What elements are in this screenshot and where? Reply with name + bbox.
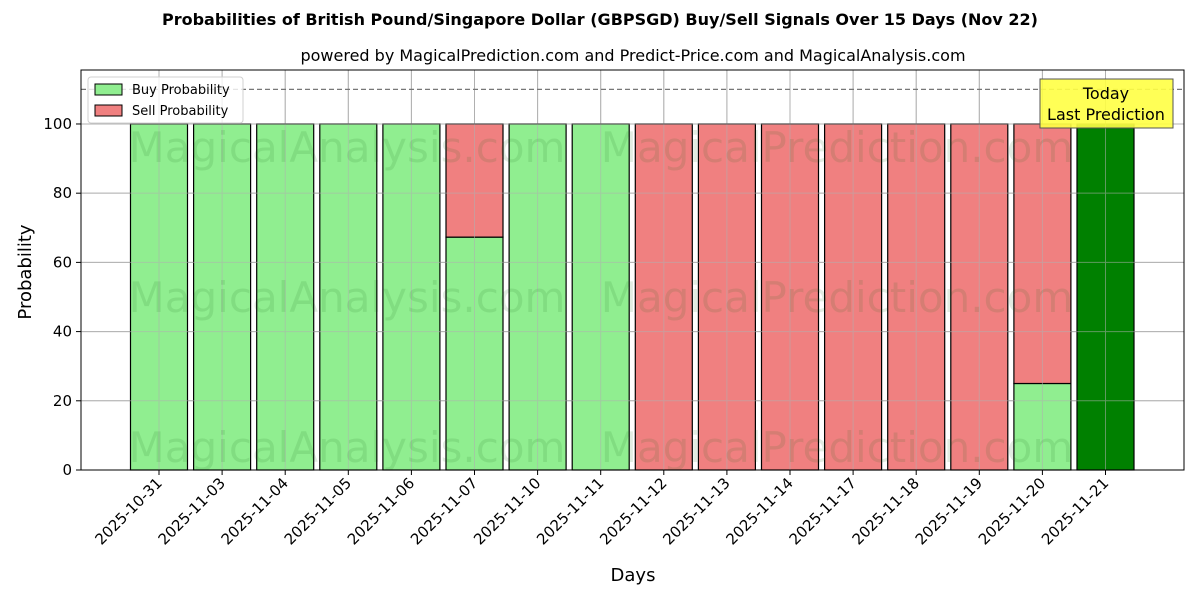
y-tick-label: 80 [53, 184, 72, 202]
x-tick-label: 2025-11-19 [912, 474, 986, 548]
today-label: Today [1082, 84, 1129, 103]
x-tick-label: 2025-11-10 [470, 474, 544, 548]
x-tick-label: 2025-10-31 [91, 474, 165, 548]
x-tick-label: 2025-11-12 [596, 474, 670, 548]
y-axis-label: Probability [15, 224, 36, 319]
x-tick-label: 2025-11-11 [533, 474, 607, 548]
x-tick-label: 2025-11-21 [1038, 474, 1112, 548]
x-tick-label: 2025-11-14 [722, 474, 796, 548]
chart-title: Probabilities of British Pound/Singapore… [161, 10, 1038, 29]
watermark: MagicalAnalysis.com MagicalPrediction.com… [129, 123, 1074, 472]
x-tick-label: 2025-11-03 [155, 474, 229, 548]
today-annotation-box [1039, 78, 1174, 129]
watermark-text: MagicalAnalysis.com [129, 273, 566, 322]
y-tick-label: 60 [53, 253, 72, 271]
x-tick-label: 2025-11-18 [849, 474, 923, 548]
legend-label-sell: Sell Probability [132, 104, 229, 119]
x-tick-label: 2025-11-13 [659, 474, 733, 548]
x-tick-label: 2025-11-04 [218, 474, 292, 548]
last-prediction-label: Last Prediction [1047, 105, 1165, 124]
y-tick-label: 100 [43, 115, 72, 133]
x-tick-label: 2025-11-17 [786, 474, 860, 548]
today-annotation: Today Last Prediction [1039, 78, 1174, 129]
x-tick-label: 2025-11-07 [407, 474, 481, 548]
y-tick-label: 40 [53, 323, 72, 341]
watermark-text: MagicalPrediction.com [601, 423, 1074, 472]
legend-box [87, 76, 244, 124]
y-tick-label: 0 [62, 461, 72, 479]
legend-label-buy: Buy Probability [132, 83, 230, 98]
grid-lines-overlay [81, 70, 1184, 471]
chart-subtitle: powered by MagicalPrediction.com and Pre… [300, 46, 966, 65]
y-axis: 0 20 40 60 80 100 [43, 115, 81, 479]
watermark-text: MagicalAnalysis.com [129, 123, 566, 172]
x-tick-label: 2025-11-20 [975, 474, 1049, 548]
y-tick-label: 20 [53, 392, 72, 410]
x-axis: 2025-10-312025-11-032025-11-042025-11-05… [91, 470, 1112, 548]
x-tick-label: 2025-11-05 [281, 474, 355, 548]
watermark-text: MagicalPrediction.com [601, 273, 1074, 322]
watermark-text: MagicalPrediction.com [601, 123, 1074, 172]
legend-swatch-buy [94, 83, 123, 96]
legend-swatch-sell [94, 104, 123, 117]
x-axis-label: Days [611, 565, 656, 586]
legend: Buy Probability Sell Probability [87, 76, 244, 124]
plot-frame [80, 69, 1185, 471]
watermark-text: MagicalAnalysis.com [129, 423, 566, 472]
x-tick-label: 2025-11-06 [344, 474, 418, 548]
